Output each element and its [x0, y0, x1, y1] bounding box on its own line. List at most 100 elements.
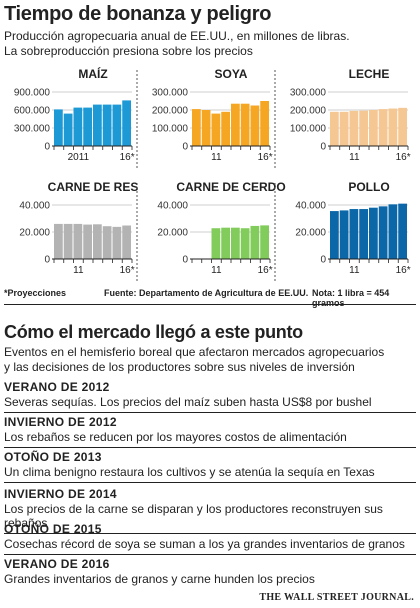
page-title: Tiempo de bonanza y peligro: [4, 3, 272, 25]
bar: [112, 226, 122, 259]
x-tick-label: 16*: [120, 265, 135, 276]
event-description: Un clima benigno restaura los cultivos y…: [4, 465, 375, 479]
y-tick-label: 20.000: [157, 228, 188, 239]
y-tick-label: 40.000: [295, 201, 326, 212]
x-tick-label: 2011: [68, 152, 90, 163]
y-tick-label: 900.000: [14, 88, 51, 99]
y-tick-label: 100.000: [290, 124, 327, 135]
event-item: INVIERNO DE 2014 Los precios de la carne…: [4, 487, 416, 534]
x-tick-label: 11: [211, 152, 222, 163]
event-heading: VERANO DE 2016: [4, 557, 110, 571]
x-tick-label: 11: [73, 265, 84, 276]
chart-maiz: MAÍZ 0 300.000 600.000 900.000 2011 16*: [4, 64, 138, 172]
chart-svg: POLLO 0 20.000 40.000 11 16*: [295, 180, 411, 276]
subtitle-line-2: La sobreproducción presiona sobre los pr…: [4, 44, 253, 58]
event-divider: [4, 447, 416, 448]
intro-line-1: Eventos en el hemisferio boreal que afec…: [4, 345, 385, 359]
bar: [221, 111, 230, 146]
bar: [93, 224, 102, 259]
source-note: Fuente: Departamento de Agricultura de E…: [104, 288, 309, 298]
event-description: Los precios de la carne se disparan y lo…: [4, 502, 383, 530]
y-tick-label: 40.000: [19, 201, 50, 212]
bar: [398, 107, 407, 146]
event-heading: OTOÑO DE 2013: [4, 450, 102, 464]
y-tick-label: 0: [320, 255, 326, 266]
y-tick-label: 200.000: [152, 106, 189, 117]
event-description: Grandes inventarios de granos y carne hu…: [4, 572, 315, 586]
section-divider: [4, 304, 416, 305]
y-tick-label: 200.000: [290, 106, 327, 117]
x-tick-label: 11: [211, 265, 222, 276]
bar: [378, 206, 388, 259]
bar: [54, 109, 63, 146]
event-heading: VERANO DE 2012: [4, 380, 110, 394]
bar: [192, 109, 201, 146]
bar: [63, 223, 73, 259]
bar: [378, 109, 388, 146]
y-tick-label: 0: [44, 142, 50, 153]
chart-svg: SOYA 0 100.000 200.000 300.000 11 16*: [152, 67, 276, 168]
bar: [369, 207, 378, 259]
chart-title: MAÍZ: [78, 66, 107, 81]
x-tick-label: 16*: [396, 265, 411, 276]
event-item: OTOÑO DE 2015 Cosechas récord de soya se…: [4, 522, 416, 555]
bar: [260, 225, 269, 259]
y-tick-label: 0: [182, 255, 188, 266]
bar: [83, 107, 92, 146]
bar: [231, 227, 240, 259]
bar: [73, 223, 83, 259]
bar: [102, 226, 112, 259]
chart-title: SOYA: [215, 67, 248, 81]
bar: [330, 111, 339, 146]
y-tick-label: 100.000: [152, 124, 189, 135]
subtitle-line-1: Producción agropecuaria anual de EE.UU.,…: [4, 29, 350, 43]
event-description: Los rebaños se reducen por los mayores c…: [4, 430, 347, 444]
chart-svg: CARNE DE CERDO 0 20.000 40.000 11 16*: [157, 180, 286, 281]
bar: [231, 103, 240, 146]
bar: [201, 110, 211, 146]
bar: [63, 113, 73, 146]
event-heading: OTOÑO DE 2015: [4, 522, 102, 536]
y-tick-label: 300.000: [14, 124, 51, 135]
event-divider: [4, 554, 416, 555]
bar: [102, 104, 112, 146]
projections-note: *Proyecciones: [4, 288, 67, 298]
chart-svg: LECHE 0 100.000 200.000 300.000 11 16*: [290, 67, 411, 163]
bar: [240, 228, 250, 259]
event-item: VERANO DE 2012 Severas sequías. Los prec…: [4, 380, 416, 413]
event-item: INVIERNO DE 2012 Los rebaños se reducen …: [4, 415, 416, 448]
bar: [339, 111, 349, 146]
chart-title: POLLO: [348, 180, 389, 194]
bar: [388, 108, 398, 146]
y-tick-label: 20.000: [295, 228, 326, 239]
event-heading: INVIERNO DE 2014: [4, 487, 117, 501]
bar: [83, 224, 92, 259]
bar: [122, 100, 131, 146]
x-tick-label: 16*: [258, 152, 273, 163]
bar: [349, 209, 359, 259]
bar: [339, 210, 349, 259]
bar: [250, 225, 260, 259]
y-tick-label: 0: [44, 255, 50, 266]
y-tick-label: 20.000: [19, 228, 50, 239]
chart-svg: CARNE DE RES 0 20.000 40.000 11 16*: [19, 180, 138, 281]
event-divider: [4, 482, 416, 483]
chart-pollo: POLLO 0 20.000 40.000 11 16*: [280, 177, 414, 285]
bar: [54, 223, 63, 259]
bar: [250, 105, 260, 146]
x-tick-label: 11: [349, 152, 360, 163]
chart-soya: SOYA 0 100.000 200.000 300.000 11 16*: [142, 64, 276, 172]
x-tick-label: 16*: [396, 152, 411, 163]
bar: [211, 113, 221, 146]
bar: [122, 225, 131, 259]
y-tick-label: 300.000: [152, 88, 189, 99]
bar: [73, 107, 83, 146]
y-tick-label: 300.000: [290, 88, 327, 99]
y-tick-label: 0: [320, 142, 326, 153]
event-divider: [4, 412, 416, 413]
bar: [369, 110, 378, 146]
bar: [359, 209, 368, 259]
bar: [240, 103, 250, 146]
bar: [211, 228, 221, 259]
x-tick-label: 16*: [120, 152, 135, 163]
